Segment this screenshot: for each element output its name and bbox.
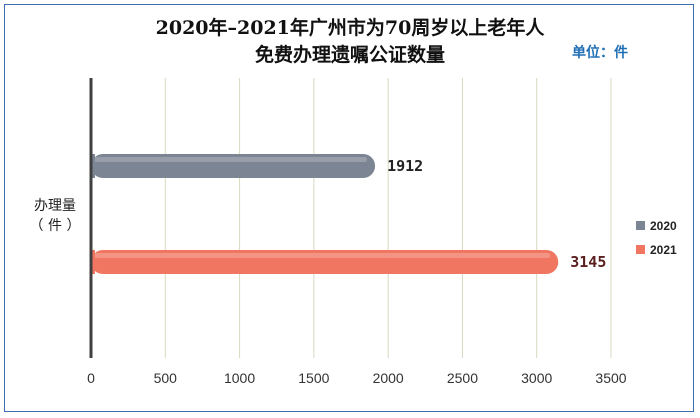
bar-2020 [91, 154, 376, 178]
x-tick-label: 1500 [298, 370, 329, 386]
bar-highlight [93, 157, 368, 162]
legend-item-2020: 2020 [636, 219, 677, 233]
bars [91, 154, 559, 274]
chart-title-line2: 免费办理遗嘱公证数量 [255, 43, 445, 66]
x-tick-labels: 0 500 1000 1500 2000 2500 3000 3500 [87, 370, 627, 386]
x-tick-label: 500 [154, 370, 178, 386]
chart-frame [4, 4, 694, 412]
bar-base [91, 154, 95, 178]
x-tick-label: 2500 [447, 370, 478, 386]
unit-label: 单位：件 [572, 44, 628, 61]
grid-lines [164, 78, 612, 358]
legend-swatch [636, 245, 645, 254]
y-axis-label-line1: 办理量 [34, 198, 76, 214]
bar-2021 [91, 250, 559, 274]
bar-base [91, 250, 95, 274]
value-label-2020: 1912 [387, 157, 423, 175]
legend-item-2021: 2021 [636, 243, 677, 257]
x-tick-label: 3000 [521, 370, 552, 386]
legend-label: 2020 [650, 219, 677, 233]
legend-swatch [636, 221, 645, 230]
legend: 2020 2021 [636, 219, 677, 257]
chart-title-line1: 2020年–2021年广州市为70周岁以上老年人 [156, 16, 546, 39]
value-labels: 1912 3145 [387, 157, 606, 271]
bar-highlight [93, 253, 551, 258]
x-tick-label: 1000 [224, 370, 255, 386]
y-axis-label-line2: （ 件 ） [30, 218, 81, 234]
legend-label: 2021 [650, 243, 677, 257]
x-tick-label: 3500 [595, 370, 626, 386]
x-tick-label: 0 [87, 370, 95, 386]
x-tick-label: 2000 [373, 370, 404, 386]
value-label-2021: 3145 [570, 253, 606, 271]
